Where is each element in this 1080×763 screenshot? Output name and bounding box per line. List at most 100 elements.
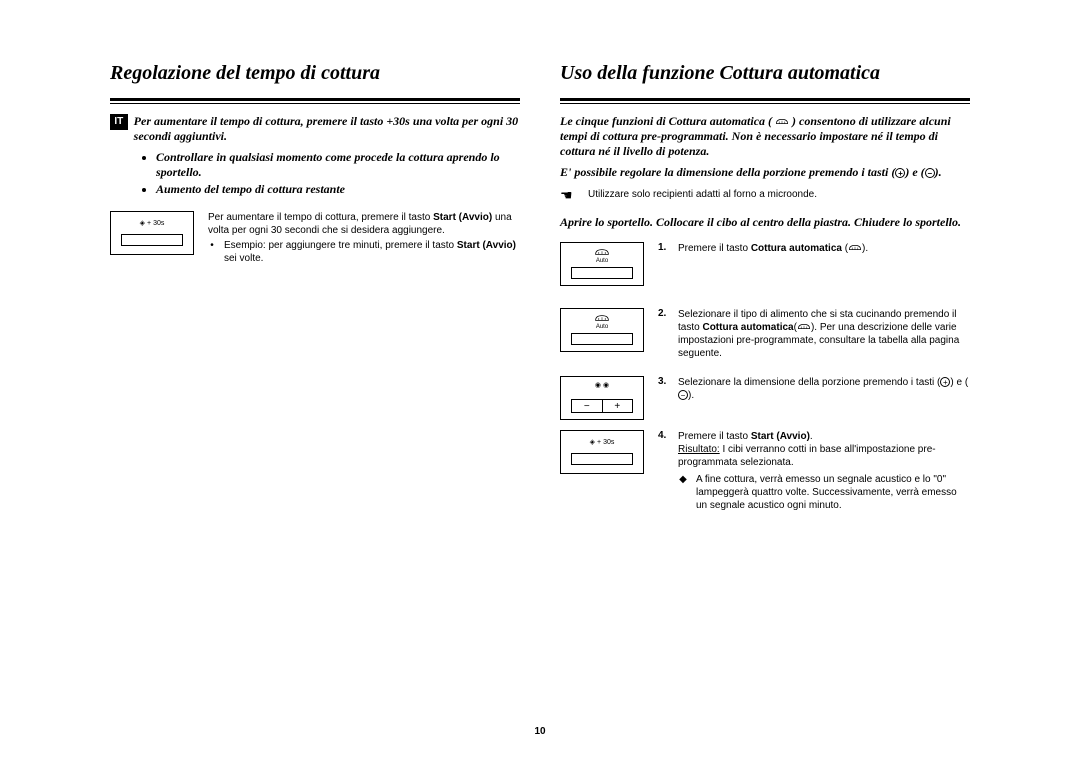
step-3-text: Selezionare la dimensione della porzione… (678, 376, 970, 402)
left-example-c: sei volte. (224, 253, 263, 264)
heading-rule-thin (110, 103, 520, 104)
right-intro-2b: ) e ( (905, 165, 924, 179)
s3c: ). (688, 390, 694, 401)
left-bullet-2: Aumento del tempo di cottura restante (156, 182, 520, 197)
right-intro-1a: Le cinque funzioni di Cottura automatica… (560, 114, 772, 128)
s4b: Start (Avvio) (751, 431, 810, 442)
left-step-text: Per aumentare il tempo di cottura, preme… (208, 211, 520, 265)
right-instruction: Aprire lo sportello. Collocare il cibo a… (560, 215, 970, 230)
plus30s-label: + 30s (147, 220, 164, 227)
page-number: 10 (0, 726, 1080, 737)
step-1-row: Auto 1. Premere il tasto Cottura automat… (560, 242, 970, 286)
result-label: Risultato: (678, 444, 720, 455)
serving-icon: ◉ ◉ (561, 381, 643, 389)
step-2-line: 2. Selezionare il tipo di alimento che s… (658, 308, 970, 360)
diamond-bullet-icon: ◆ (678, 473, 688, 512)
step-2-num: 2. (658, 308, 672, 360)
step-1-line: 1. Premere il tasto Cottura automatica (… (658, 242, 970, 255)
auto-icon (775, 118, 789, 126)
language-tag: IT (110, 114, 128, 130)
button-rect (571, 267, 633, 279)
right-intro-2a: E' possibile regolare la dimensione dell… (560, 165, 895, 179)
step-3-num: 3. (658, 376, 672, 402)
left-intro-block: IT Per aumentare il tempo di cottura, pr… (110, 114, 520, 150)
plus-icon: + (940, 377, 950, 387)
left-step-text-1b: Start (Avvio) (433, 212, 492, 223)
step-4-num: 4. (658, 430, 672, 512)
left-example-a: Esempio: per aggiungere tre minuti, prem… (224, 240, 457, 251)
step-3-line: 3. Selezionare la dimensione della porzi… (658, 376, 970, 402)
start-diamond-icon: ◈ (590, 438, 595, 446)
heading-rule-thin-r (560, 103, 970, 104)
s1b: Cottura automatica (751, 243, 842, 254)
bullet-dot: • (208, 239, 216, 265)
auto-label-2: Auto (596, 324, 608, 331)
auto-label: Auto (596, 258, 608, 265)
right-heading: Uso della funzione Cottura automatica (560, 60, 970, 88)
s2b: Cottura automatica (702, 322, 793, 333)
plus-icon: + (895, 168, 905, 178)
step-1-content: 1. Premere il tasto Cottura automatica (… (658, 242, 970, 261)
plus-cell: + (603, 400, 633, 412)
auto-button-box-1: Auto (560, 242, 644, 286)
plus30s-button-box: ◈ + 30s (110, 211, 194, 255)
step-3-row: ◉ ◉ − + 3. Selezionare la dimensione del… (560, 376, 970, 420)
auto-icon-row-2: Auto (561, 313, 643, 331)
button-rect (571, 453, 633, 465)
step-2-content: 2. Selezionare il tipo di alimento che s… (658, 308, 970, 366)
result-sub-text: A fine cottura, verrà emesso un segnale … (696, 473, 970, 512)
heading-rule-thick-r (560, 98, 970, 101)
pointing-hand-icon: ☚ (560, 188, 576, 205)
left-heading: Regolazione del tempo di cottura (110, 60, 520, 88)
left-bullet-1: Controllare in qualsiasi momento come pr… (156, 150, 520, 180)
start-icon-row: ◈ + 30s (561, 437, 643, 447)
left-step-row: ◈ + 30s Per aumentare il tempo di cottur… (110, 211, 520, 265)
right-column: Uso della funzione Cottura automatica Le… (560, 60, 970, 518)
right-intro-1: Le cinque funzioni di Cottura automatica… (560, 114, 970, 159)
step-4-text: Premere il tasto Start (Avvio). Risultat… (678, 430, 970, 512)
button-rect (571, 333, 633, 345)
s1a: Premere il tasto (678, 243, 751, 254)
s1d: ). (862, 243, 868, 254)
right-steps: Auto 1. Premere il tasto Cottura automat… (560, 242, 970, 518)
heading-rule-thick (110, 98, 520, 101)
manual-page: Regolazione del tempo di cottura IT Per … (0, 0, 1080, 763)
step-1-text: Premere il tasto Cottura automatica (). (678, 242, 970, 255)
left-example-bullet: • Esempio: per aggiungere tre minuti, pr… (208, 239, 520, 265)
s4a: Premere il tasto (678, 431, 751, 442)
step-2-text: Selezionare il tipo di alimento che si s… (678, 308, 970, 360)
auto-icon (848, 244, 862, 252)
step-3-content: 3. Selezionare la dimensione della porzi… (658, 376, 970, 408)
result-block: Risultato: I cibi verranno cotti in base… (678, 443, 970, 512)
step-4-row: ◈ + 30s 4. Premere il tasto Start (Avvio… (560, 430, 970, 518)
auto-icon (797, 323, 811, 331)
left-column: Regolazione del tempo di cottura IT Per … (110, 60, 520, 518)
s3b: ) e ( (950, 377, 968, 388)
s3a: Selezionare la dimensione della porzione… (678, 377, 940, 388)
two-column-layout: Regolazione del tempo di cottura IT Per … (110, 60, 970, 518)
left-bullet-list: Controllare in qualsiasi momento come pr… (156, 150, 520, 197)
auto-icon (594, 248, 610, 256)
plus-minus-bar: − + (571, 399, 633, 413)
right-intro-2: E' possibile regolare la dimensione dell… (560, 165, 970, 180)
step-1-num: 1. (658, 242, 672, 255)
auto-button-box-2: Auto (560, 308, 644, 352)
left-step-text-1a: Per aumentare il tempo di cottura, preme… (208, 212, 433, 223)
left-example-text: Esempio: per aggiungere tre minuti, prem… (224, 239, 520, 265)
note-text: Utilizzare solo recipienti adatti al for… (588, 188, 970, 201)
left-intro-text: Per aumentare il tempo di cottura, preme… (134, 114, 520, 144)
minus-icon: − (925, 168, 935, 178)
note-row: ☚ Utilizzare solo recipienti adatti al f… (560, 188, 970, 205)
auto-icon (594, 314, 610, 322)
plus30s-label-2: + 30s (597, 439, 614, 446)
left-example-b: Start (Avvio) (457, 240, 516, 251)
s4c: . (810, 431, 813, 442)
button-rect (121, 234, 183, 246)
result-sub-row: ◆ A fine cottura, verrà emesso un segnal… (678, 473, 970, 512)
start-diamond-icon: ◈ (140, 219, 145, 227)
step-2-row: Auto 2. Selezionare il tipo di alimento … (560, 308, 970, 366)
start-button-box: ◈ + 30s (560, 430, 644, 474)
auto-icon-row: Auto (561, 247, 643, 265)
plus30s-icon-row: ◈ + 30s (111, 218, 193, 228)
controls-button-box: ◉ ◉ − + (560, 376, 644, 420)
